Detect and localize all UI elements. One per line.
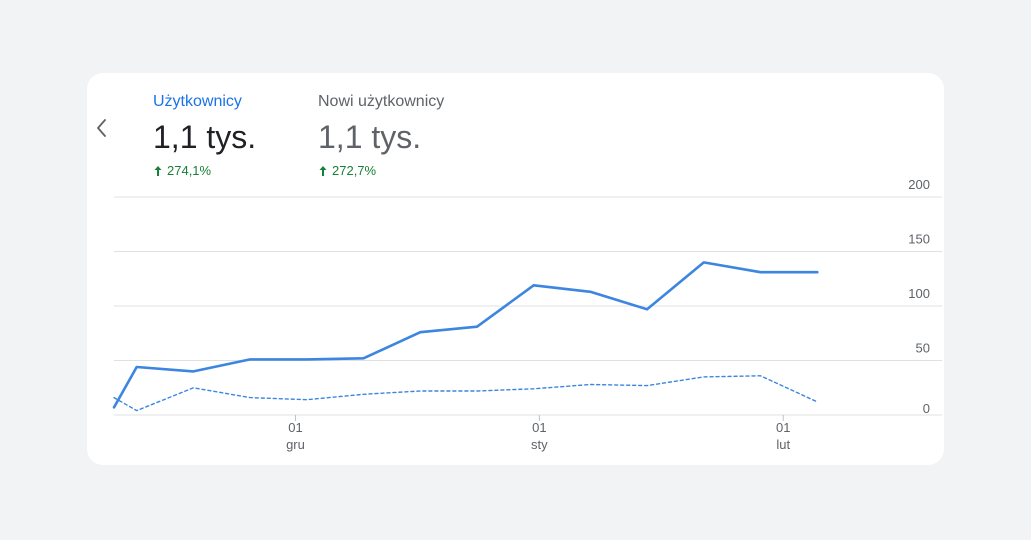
y-tick-label: 150 (908, 232, 930, 247)
analytics-card: Użytkownicy 1,1 tys. 274,1% Nowi użytkow… (87, 73, 944, 465)
series-line-users (112, 261, 819, 409)
arrow-up-icon (319, 166, 327, 176)
x-tick-month-label: gru (286, 437, 305, 452)
metric-new-users[interactable]: Nowi użytkownicy 1,1 tys. 272,7% (318, 93, 444, 179)
y-tick-label: 200 (908, 177, 930, 192)
metric-new-users-label: Nowi użytkownicy (318, 93, 445, 110)
metric-users-value: 1,1 tys. (153, 119, 257, 155)
x-tick-day-label: 01 (532, 420, 546, 435)
metric-users-label: Użytkownicy (153, 93, 242, 110)
metric-new-users-value: 1,1 tys. (318, 119, 422, 155)
x-tick-day-label: 01 (776, 420, 790, 435)
metric-new-users-change-value: 272,7% (332, 163, 377, 178)
metric-new-users-change: 272,7% (318, 163, 444, 179)
y-tick-label: 50 (916, 341, 930, 356)
back-arrow-icon[interactable] (91, 115, 113, 141)
metric-users[interactable]: Użytkownicy 1,1 tys. 274,1% (153, 93, 256, 179)
line-chart: 200 150 100 50 0 01 gru 01 sty 01 lut (112, 177, 942, 452)
arrow-up-icon (154, 166, 162, 176)
x-tick-day-label: 01 (288, 420, 302, 435)
metric-users-change-value: 274,1% (167, 163, 212, 178)
y-tick-label: 0 (923, 401, 930, 416)
y-tick-label: 100 (908, 286, 930, 301)
x-tick-month-label: sty (531, 437, 548, 452)
series-line-new-users (113, 375, 818, 412)
metric-users-change: 274,1% (153, 163, 256, 179)
x-tick-month-label: lut (776, 437, 790, 452)
